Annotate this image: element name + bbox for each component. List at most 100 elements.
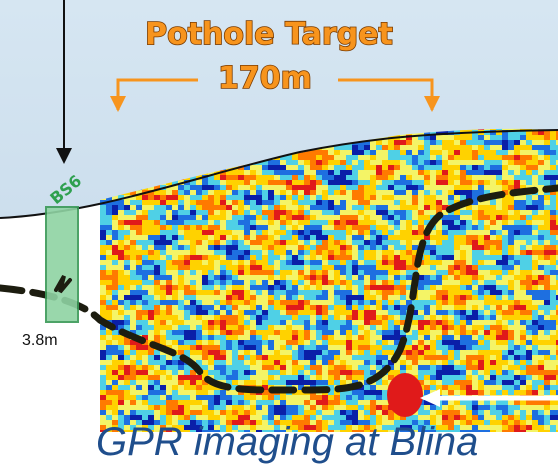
radar-cell bbox=[124, 430, 131, 432]
radar-cell bbox=[460, 295, 467, 301]
radar-cell bbox=[346, 425, 353, 431]
radar-cell bbox=[358, 285, 365, 291]
radar-cell bbox=[298, 295, 305, 301]
radar-cell bbox=[532, 360, 539, 366]
radar-cell bbox=[370, 260, 377, 266]
radar-cell bbox=[184, 245, 191, 251]
radar-cell bbox=[418, 330, 425, 336]
radar-cell bbox=[268, 395, 275, 401]
radar-cell bbox=[394, 335, 401, 341]
radar-cell bbox=[262, 215, 269, 221]
radar-cell bbox=[400, 370, 407, 376]
radar-cell bbox=[142, 400, 149, 406]
radar-cell bbox=[550, 225, 557, 231]
radar-cell bbox=[382, 250, 389, 256]
radar-cell bbox=[454, 235, 461, 241]
radar-cell bbox=[148, 390, 155, 396]
radar-cell bbox=[430, 385, 437, 391]
radar-cell bbox=[424, 185, 431, 191]
radar-cell bbox=[520, 145, 527, 151]
radar-cell bbox=[322, 260, 329, 266]
radar-cell bbox=[202, 235, 209, 241]
radar-cell bbox=[514, 145, 521, 151]
radar-cell bbox=[472, 275, 479, 281]
radar-cell bbox=[436, 300, 443, 306]
radar-cell bbox=[340, 215, 347, 221]
radar-cell bbox=[442, 430, 449, 432]
radar-cell bbox=[328, 380, 335, 386]
radar-cell bbox=[154, 425, 161, 431]
radar-cell bbox=[382, 325, 389, 331]
radar-cell bbox=[544, 265, 551, 271]
radar-cell bbox=[490, 275, 497, 281]
radar-cell bbox=[328, 185, 335, 191]
radar-cell bbox=[382, 195, 389, 201]
radar-cell bbox=[538, 240, 545, 246]
radar-cell bbox=[442, 415, 449, 421]
radar-cell bbox=[262, 320, 269, 326]
radar-cell bbox=[538, 220, 545, 226]
radar-cell bbox=[502, 375, 509, 381]
radar-cell bbox=[100, 430, 107, 432]
radar-cell bbox=[142, 220, 149, 226]
radar-cell bbox=[544, 380, 551, 386]
radar-cell bbox=[394, 150, 401, 156]
radar-cell bbox=[454, 180, 461, 186]
radar-cell bbox=[382, 350, 389, 356]
radar-cell bbox=[556, 210, 558, 216]
radar-cell bbox=[322, 275, 329, 281]
radar-cell bbox=[532, 330, 539, 336]
radar-cell bbox=[370, 350, 377, 356]
radar-cell bbox=[202, 415, 209, 421]
radar-cell bbox=[214, 330, 221, 336]
radar-cell bbox=[394, 215, 401, 221]
radar-cell bbox=[472, 380, 479, 386]
radar-cell bbox=[370, 305, 377, 311]
radar-cell bbox=[136, 285, 143, 291]
radar-cell bbox=[286, 365, 293, 371]
radar-cell bbox=[520, 280, 527, 286]
radar-cell bbox=[340, 390, 347, 396]
radar-cell bbox=[388, 200, 395, 206]
radar-cell bbox=[286, 350, 293, 356]
radar-cell bbox=[256, 420, 263, 426]
radar-cell bbox=[340, 310, 347, 316]
pothole-boundary-line bbox=[0, 184, 558, 394]
radar-cell bbox=[238, 270, 245, 276]
radar-cell bbox=[130, 190, 137, 196]
radar-cell bbox=[130, 375, 137, 381]
radar-cell bbox=[262, 200, 269, 206]
radar-cell bbox=[424, 255, 431, 261]
radar-cell bbox=[406, 180, 413, 186]
radar-cell bbox=[538, 275, 545, 281]
radar-cell bbox=[118, 245, 125, 251]
radar-cell bbox=[400, 225, 407, 231]
radar-cell bbox=[352, 235, 359, 241]
radar-cell bbox=[508, 128, 515, 131]
radar-cell bbox=[196, 190, 203, 196]
radar-cell bbox=[178, 335, 185, 341]
radar-cell bbox=[142, 230, 149, 236]
radar-cell bbox=[370, 270, 377, 276]
radar-cell bbox=[184, 325, 191, 331]
radar-cell bbox=[358, 375, 365, 381]
radar-cell bbox=[370, 280, 377, 286]
radar-cell bbox=[316, 150, 323, 156]
radar-cell bbox=[472, 185, 479, 191]
radar-cell bbox=[424, 170, 431, 176]
radar-cell bbox=[388, 410, 395, 416]
radar-cell bbox=[142, 240, 149, 246]
radar-cell bbox=[544, 135, 551, 141]
radar-cell bbox=[346, 160, 353, 166]
radar-cell bbox=[460, 410, 467, 416]
radar-cell bbox=[538, 380, 545, 386]
radar-cell bbox=[544, 325, 551, 331]
radar-cell bbox=[316, 255, 323, 261]
radar-cell bbox=[406, 145, 413, 151]
radar-cell bbox=[382, 165, 389, 171]
radar-cell bbox=[340, 145, 347, 151]
radar-cell bbox=[310, 410, 317, 416]
radar-cell bbox=[460, 155, 467, 161]
radar-cell bbox=[184, 345, 191, 351]
radar-cell bbox=[172, 360, 179, 366]
